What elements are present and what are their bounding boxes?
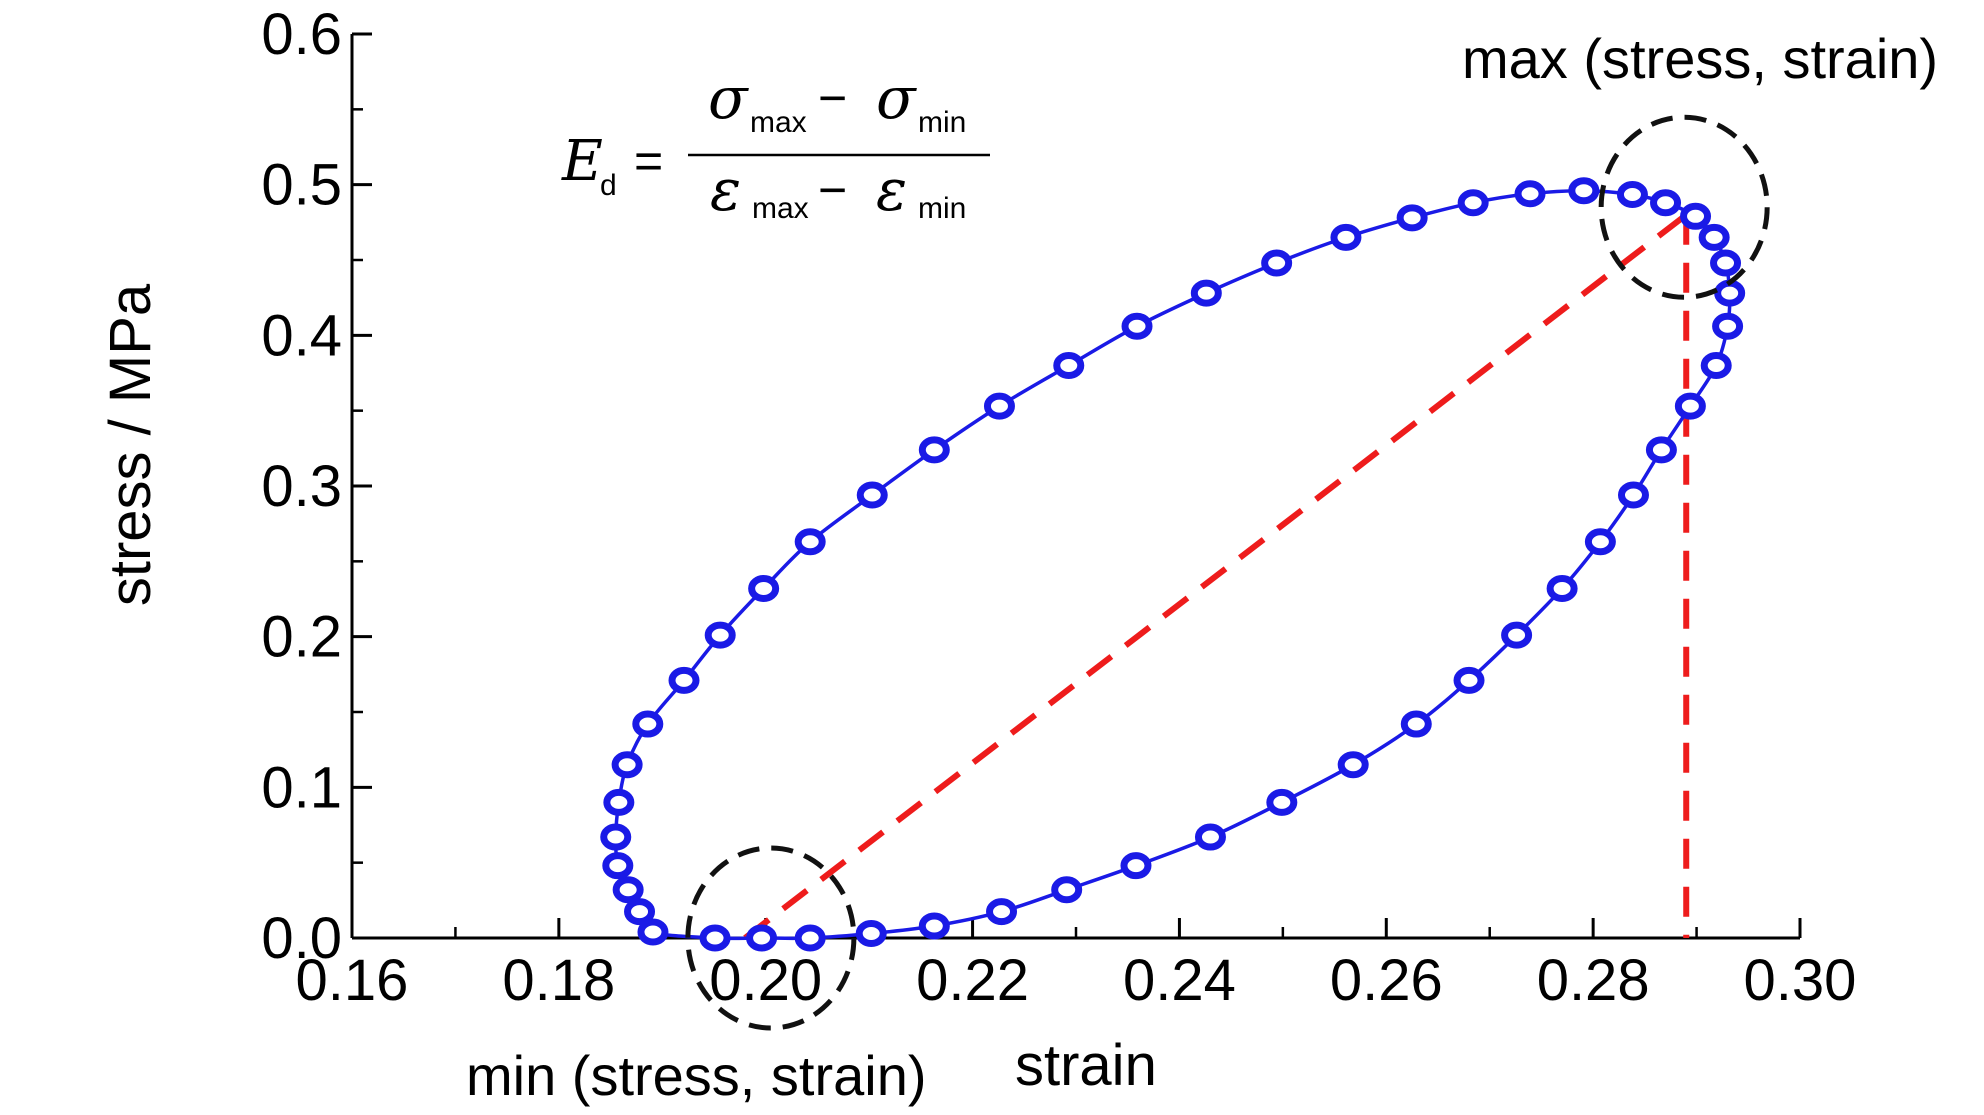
- formula-den-op: −: [818, 162, 847, 218]
- x-tick-label: 0.28: [1537, 948, 1650, 1013]
- formula-den-a: ε: [710, 156, 741, 224]
- formula-num-a-sub: max: [750, 106, 807, 139]
- max-highlight-circle: [1598, 114, 1770, 300]
- guide-layer: [743, 212, 1690, 941]
- data-point: [1053, 351, 1085, 379]
- data-point: [856, 481, 888, 509]
- data-point: [1261, 249, 1293, 277]
- data-point: [794, 924, 826, 952]
- data-point: [1700, 351, 1732, 379]
- data-point: [1337, 751, 1369, 779]
- formula-equals: =: [634, 133, 663, 189]
- data-point: [1514, 180, 1546, 208]
- x-tick-label: 0.22: [916, 948, 1029, 1013]
- x-tick-label: 0.30: [1744, 948, 1857, 1013]
- formula-num-a: σ: [708, 64, 749, 132]
- data-point: [1051, 876, 1083, 904]
- data-point: [794, 528, 826, 556]
- data-point: [1457, 189, 1489, 217]
- formula-num-b-sub: min: [918, 106, 966, 139]
- y-tick-label: 0.1: [261, 755, 342, 820]
- data-point: [1194, 823, 1226, 851]
- min-annotation: min (stress, strain): [466, 1044, 927, 1107]
- formula-num-op: −: [818, 70, 847, 126]
- y-tick-label: 0.3: [261, 454, 342, 519]
- annotation-layer: max (stress, strain) min (stress, strain…: [98, 27, 1938, 1107]
- data-point: [611, 751, 643, 779]
- data-point: [603, 788, 635, 816]
- data-point: [1698, 223, 1730, 251]
- data-point: [1617, 481, 1649, 509]
- data-point: [1330, 223, 1362, 251]
- data-point: [1650, 189, 1682, 217]
- formula-lhs: E: [561, 129, 603, 194]
- y-axis-title: stress / MPa: [98, 283, 163, 606]
- y-tick-label: 0.5: [261, 153, 342, 218]
- data-point: [668, 666, 700, 694]
- data-point: [602, 852, 634, 880]
- max-annotation: max (stress, strain): [1462, 27, 1938, 90]
- formula-den-b: ε: [876, 156, 907, 224]
- data-point: [1616, 180, 1648, 208]
- data-point: [983, 392, 1015, 420]
- data-point: [1120, 852, 1152, 880]
- data-point: [1266, 788, 1298, 816]
- x-tick-label: 0.18: [502, 948, 615, 1013]
- data-point: [624, 898, 656, 926]
- data-point: [1710, 249, 1742, 277]
- y-tick-label: 0.2: [261, 605, 342, 670]
- modulus-formula: E d = σ max − σ min ε max − ε min: [561, 64, 990, 225]
- data-point: [748, 574, 780, 602]
- data-point: [918, 436, 950, 464]
- modulus-dashed-line: [743, 212, 1689, 941]
- data-point: [1712, 312, 1744, 340]
- formula-num-b: σ: [876, 64, 917, 132]
- data-point: [1680, 202, 1712, 230]
- min-highlight-circle: [685, 845, 857, 1031]
- data-point: [1714, 279, 1746, 307]
- data-point: [1453, 666, 1485, 694]
- x-tick-label: 0.20: [709, 948, 822, 1013]
- x-tick-label: 0.24: [1123, 948, 1236, 1013]
- x-tick-label: 0.26: [1330, 948, 1443, 1013]
- data-point: [699, 924, 731, 952]
- data-point: [1396, 204, 1428, 232]
- x-axis-title: strain: [1015, 1033, 1157, 1098]
- formula-den-a-sub: max: [752, 192, 809, 225]
- data-point: [1674, 392, 1706, 420]
- data-point: [855, 919, 887, 947]
- data-point: [600, 823, 632, 851]
- data-point: [746, 924, 778, 952]
- data-point: [1400, 710, 1432, 738]
- hysteresis-loop-line: [613, 188, 1732, 941]
- series-layer: [600, 114, 1770, 1031]
- y-tick-label: 0.6: [261, 2, 342, 67]
- x-tick-label: 0.16: [296, 948, 409, 1013]
- y-tick-label: 0.0: [261, 906, 342, 971]
- data-point: [918, 912, 950, 940]
- data-point: [1501, 621, 1533, 649]
- data-point: [1190, 279, 1222, 307]
- data-point: [612, 876, 644, 904]
- y-tick-label: 0.4: [261, 303, 342, 368]
- data-point: [1546, 574, 1578, 602]
- data-point: [632, 710, 664, 738]
- data-point: [986, 898, 1018, 926]
- data-point: [637, 918, 669, 946]
- data-point: [1645, 436, 1677, 464]
- formula-den-b-sub: min: [918, 192, 966, 225]
- axes-layer: 0.0 0.1 0.2 0.3 0.4 0.5 0.6 0.16 0.18 0.20 0.22 0.2…: [261, 2, 1856, 1013]
- data-point: [1584, 528, 1616, 556]
- formula-lhs-sub: d: [600, 169, 617, 202]
- data-point: [704, 621, 736, 649]
- data-point: [1568, 177, 1600, 205]
- data-point: [1121, 312, 1153, 340]
